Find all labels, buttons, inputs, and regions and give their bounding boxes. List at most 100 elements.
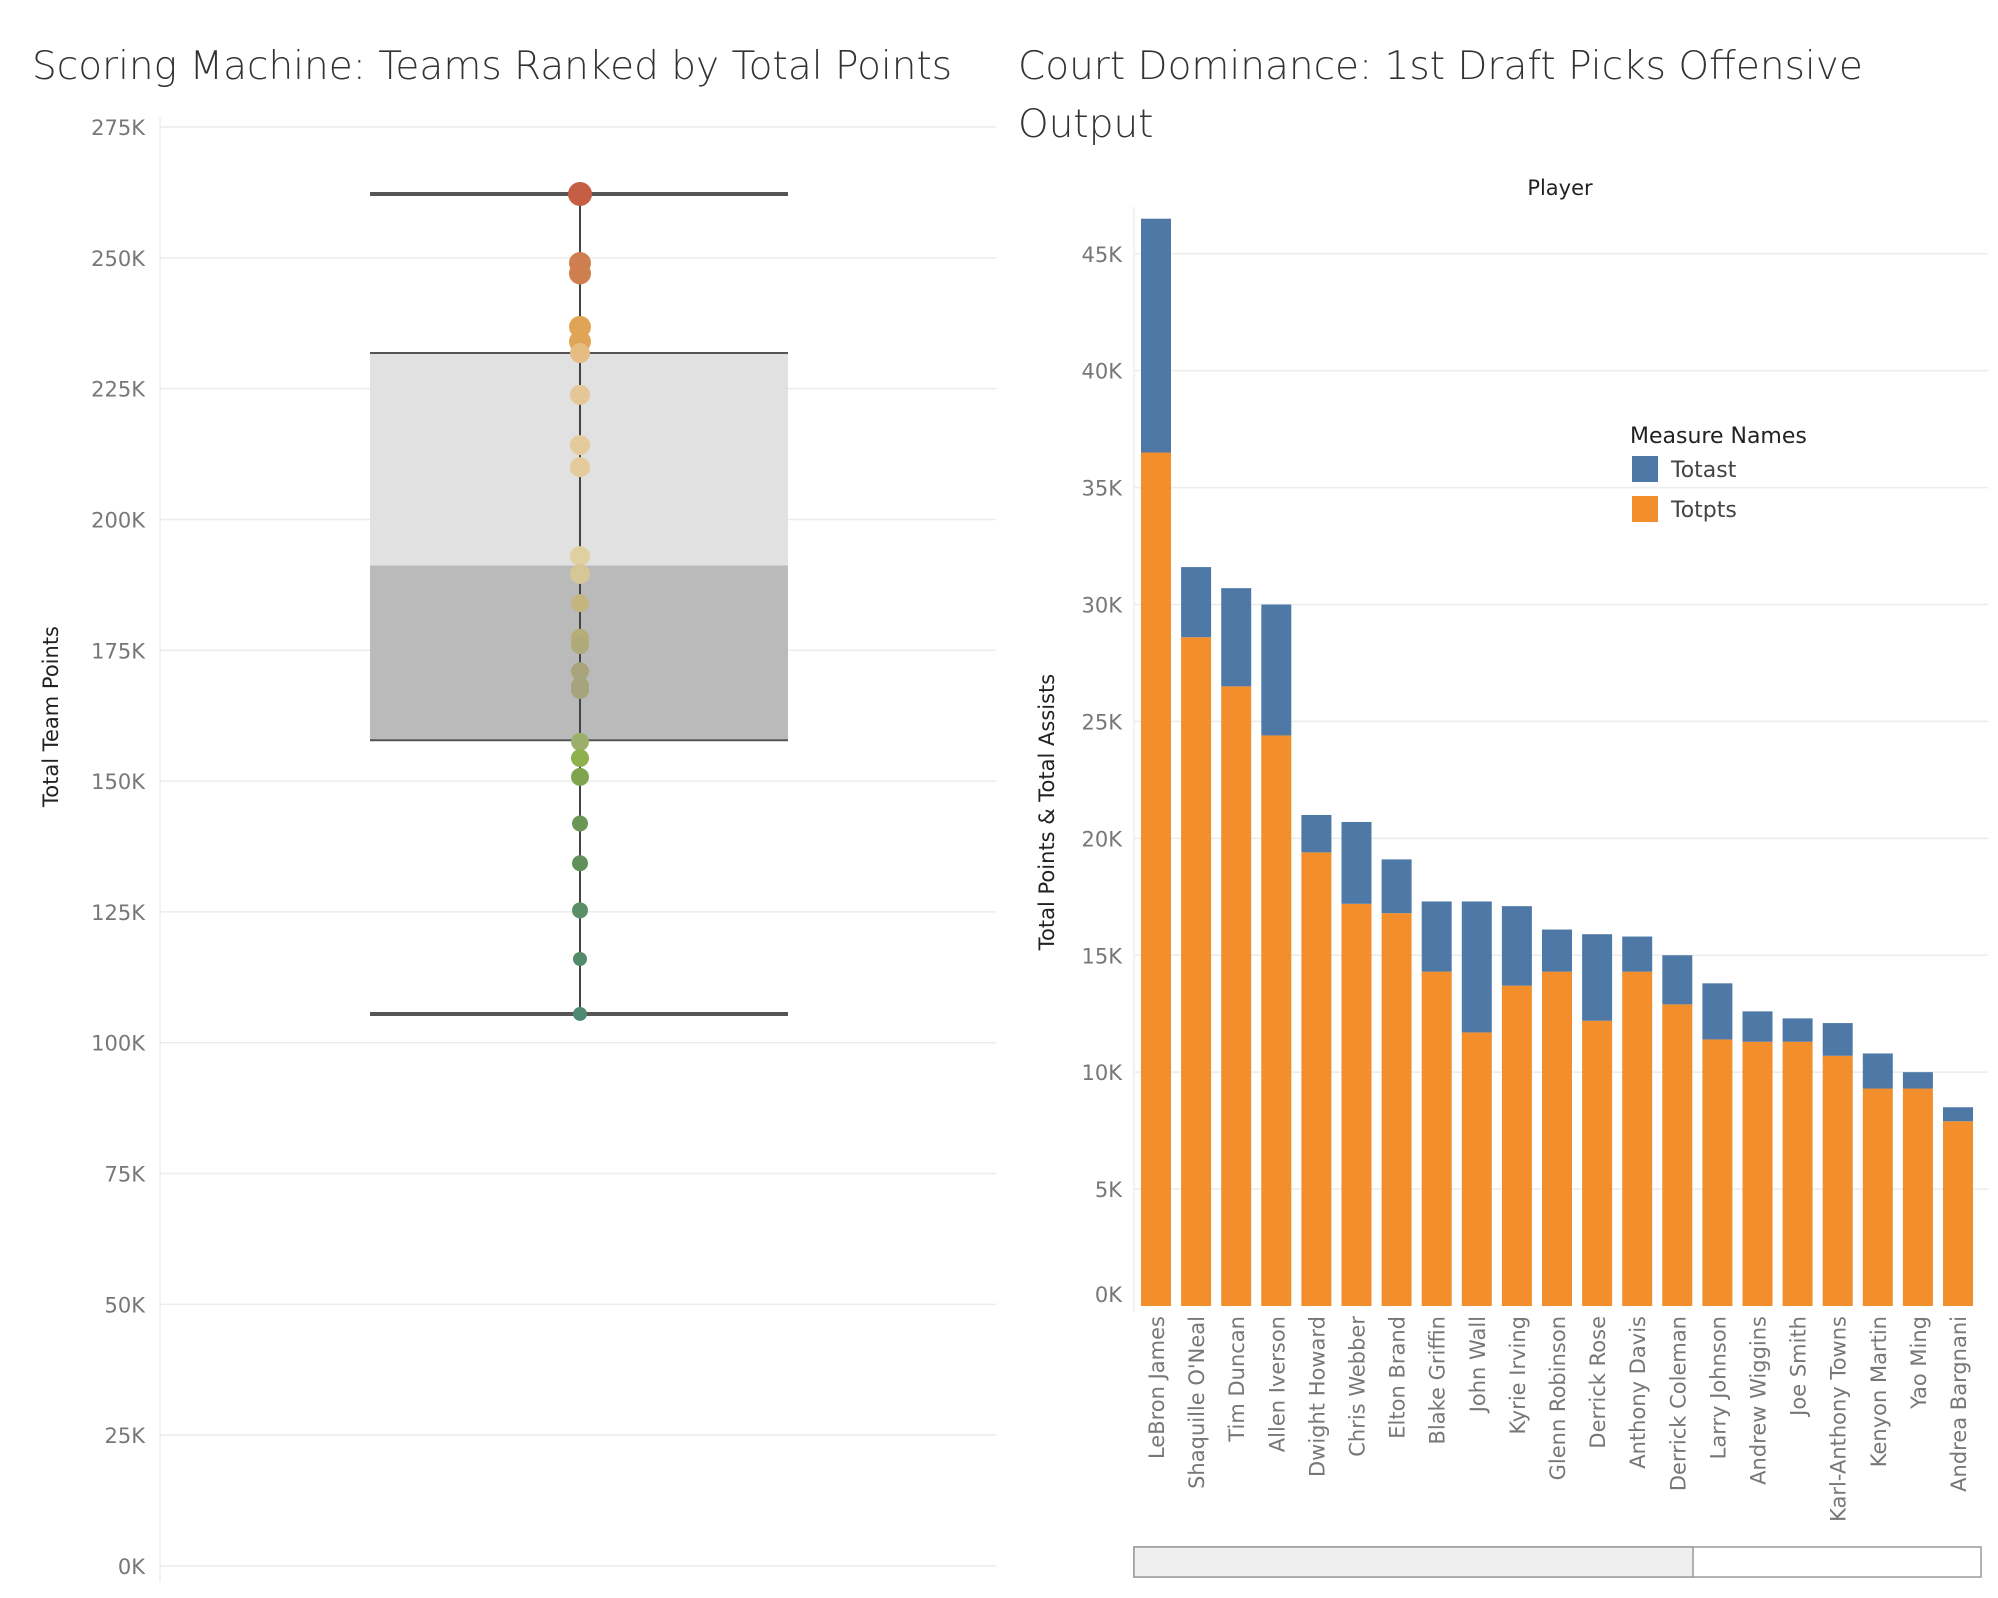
bar-totast	[1542, 929, 1572, 972]
bar-totpts	[1381, 913, 1412, 1306]
bar-totast	[1582, 934, 1613, 1021]
chart-title-bar: Court Dominance: 1st Draft Picks Offensi…	[1018, 44, 1863, 147]
bar-totpts	[1902, 1088, 1933, 1306]
team-point	[569, 262, 591, 285]
y-tick-label: 150K	[91, 770, 146, 794]
x-tick-label: Dwight Howard	[1305, 1316, 1329, 1477]
team-point	[571, 681, 589, 700]
bar-totast	[1461, 901, 1492, 1033]
bar-totast	[1662, 955, 1693, 1005]
bar-totpts	[1822, 1055, 1853, 1306]
bar-totast	[1862, 1053, 1893, 1089]
bar-totpts	[1141, 452, 1171, 1307]
bar-totpts	[1542, 971, 1572, 1306]
bar-totpts	[1742, 1041, 1773, 1306]
team-point	[572, 855, 588, 872]
x-tick-label: Andrea Bargnani	[1947, 1316, 1971, 1492]
y-tick-label: 50K	[105, 1293, 147, 1317]
y-tick-label: 25K	[105, 1424, 147, 1448]
y-tick-label: 5K	[1095, 1178, 1123, 1202]
bar-totpts	[1582, 1020, 1613, 1306]
bar-totast	[1261, 604, 1292, 736]
legend-title: Measure Names	[1630, 424, 1807, 449]
y-tick-label: 200K	[91, 508, 146, 532]
y-tick-label: 10K	[1082, 1061, 1124, 1085]
team-point	[571, 636, 589, 655]
bar-totpts	[1862, 1088, 1893, 1306]
bar-totast	[1381, 859, 1412, 914]
legend-swatch	[1632, 456, 1658, 482]
team-point	[570, 343, 590, 364]
bar-totast	[1301, 814, 1332, 853]
bar-totast	[1341, 821, 1372, 904]
y-tick-label: 35K	[1082, 477, 1124, 501]
x-tick-label: Derrick Rose	[1586, 1316, 1610, 1449]
x-tick-label: Karl-Anthony Towns	[1827, 1316, 1851, 1522]
y-tick-label: 225K	[91, 378, 146, 402]
y-tick-label: 20K	[1082, 827, 1124, 851]
x-axis-title: Player	[1527, 176, 1593, 200]
x-tick-label: Anthony Davis	[1626, 1316, 1650, 1469]
x-tick-label: Allen Iverson	[1265, 1316, 1289, 1452]
y-axis-title: Total Points & Total Assists	[1035, 674, 1059, 951]
legend-label: Totast	[1670, 458, 1737, 483]
team-point	[570, 546, 590, 567]
y-tick-label: 30K	[1082, 594, 1124, 618]
bar-totpts	[1341, 903, 1372, 1306]
y-tick-label: 125K	[91, 901, 146, 925]
y-tick-label: 175K	[91, 639, 146, 663]
bar-totast	[1622, 936, 1653, 972]
bar-totpts	[1662, 1004, 1693, 1306]
team-point	[572, 902, 588, 919]
x-tick-label: Chris Webber	[1346, 1316, 1370, 1457]
x-tick-label: Shaquille O'Neal	[1185, 1316, 1209, 1489]
bar-totast	[1902, 1072, 1933, 1089]
y-tick-label: 100K	[91, 1032, 146, 1056]
bar-totast	[1782, 1018, 1813, 1042]
team-point	[571, 732, 589, 751]
team-point	[570, 435, 590, 456]
team-point	[572, 815, 588, 832]
team-point	[571, 767, 589, 786]
team-point	[571, 662, 589, 681]
y-tick-label: 75K	[105, 1163, 147, 1187]
team-point	[571, 749, 589, 768]
bar-totpts	[1181, 637, 1212, 1306]
bar-totast	[1421, 901, 1452, 972]
x-tick-label: Yao Ming	[1907, 1316, 1931, 1410]
y-tick-label: 15K	[1082, 944, 1124, 968]
bar-totast	[1822, 1023, 1853, 1056]
bar-totast	[1702, 983, 1733, 1040]
bar-totpts	[1782, 1041, 1813, 1306]
bar-totpts	[1702, 1039, 1733, 1306]
bar-totpts	[1421, 971, 1452, 1306]
y-tick-label: 0K	[118, 1555, 146, 1579]
legend-swatch	[1632, 496, 1658, 522]
x-tick-label: Kenyon Martin	[1867, 1316, 1891, 1467]
chart-title-box: Scoring Machine: Teams Ranked by Total P…	[32, 44, 953, 89]
y-tick-label: 0K	[1095, 1283, 1123, 1307]
team-point	[570, 457, 590, 478]
bar-totast	[1221, 588, 1252, 687]
bar-totpts	[1943, 1121, 1973, 1306]
x-tick-label: Larry Johnson	[1706, 1316, 1730, 1459]
x-tick-label: LeBron James	[1145, 1316, 1169, 1459]
x-tick-label: John Wall	[1466, 1316, 1490, 1414]
legend-label: Totpts	[1670, 498, 1737, 523]
x-tick-label: Tim Duncan	[1225, 1316, 1249, 1443]
y-tick-label: 45K	[1082, 243, 1124, 267]
team-point	[571, 594, 589, 613]
bar-totpts	[1622, 971, 1653, 1306]
team-point	[570, 563, 590, 584]
bar-totast	[1181, 567, 1212, 638]
y-tick-label: 25K	[1082, 710, 1124, 734]
team-point	[568, 181, 592, 206]
x-tick-label: Blake Griffin	[1426, 1316, 1450, 1444]
bar-totpts	[1301, 852, 1332, 1306]
bar-totpts	[1221, 686, 1252, 1306]
bar-totast	[1501, 906, 1532, 986]
x-tick-label: Kyrie Irving	[1506, 1316, 1530, 1434]
bar-totast	[1742, 1011, 1773, 1042]
x-tick-label: Derrick Coleman	[1666, 1316, 1690, 1491]
